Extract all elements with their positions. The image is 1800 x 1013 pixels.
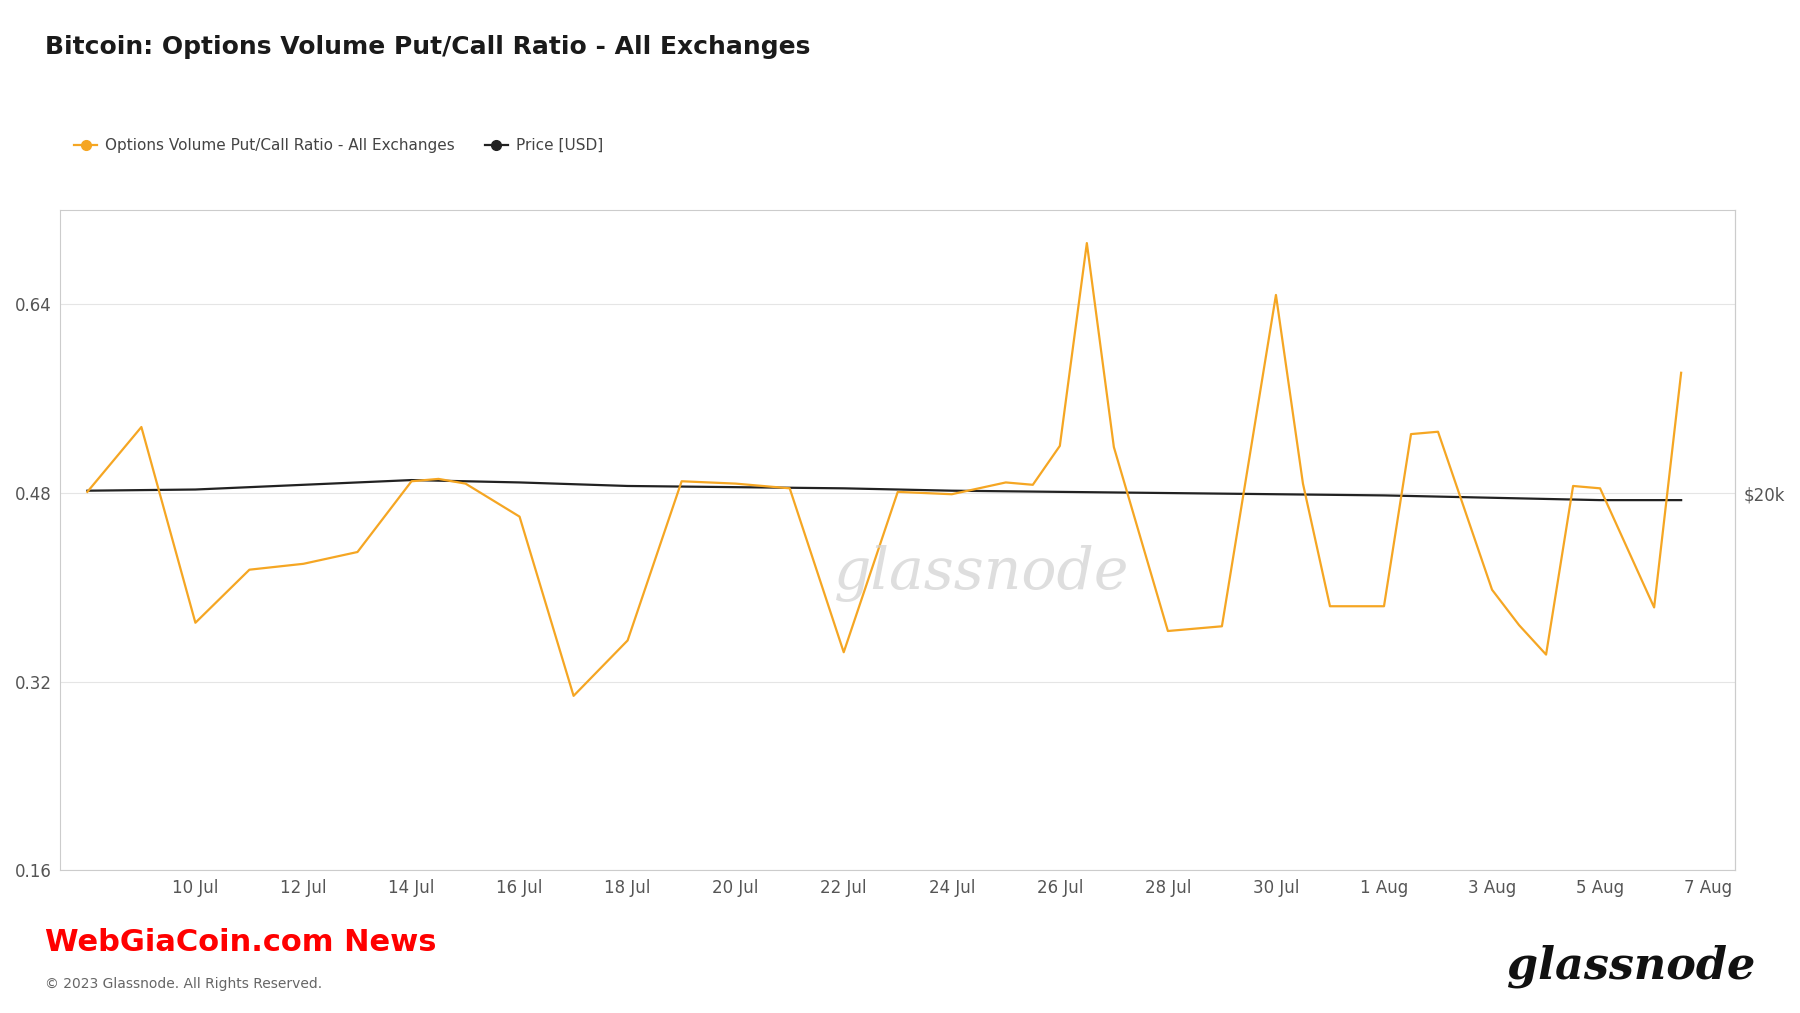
Text: glassnode: glassnode: [1507, 944, 1755, 988]
Legend: Options Volume Put/Call Ratio - All Exchanges, Price [USD]: Options Volume Put/Call Ratio - All Exch…: [68, 132, 608, 159]
Text: © 2023 Glassnode. All Rights Reserved.: © 2023 Glassnode. All Rights Reserved.: [45, 977, 322, 991]
Text: WebGiaCoin.com News: WebGiaCoin.com News: [45, 928, 436, 957]
Text: glassnode: glassnode: [833, 545, 1129, 602]
Text: Bitcoin: Options Volume Put/Call Ratio - All Exchanges: Bitcoin: Options Volume Put/Call Ratio -…: [45, 35, 810, 60]
